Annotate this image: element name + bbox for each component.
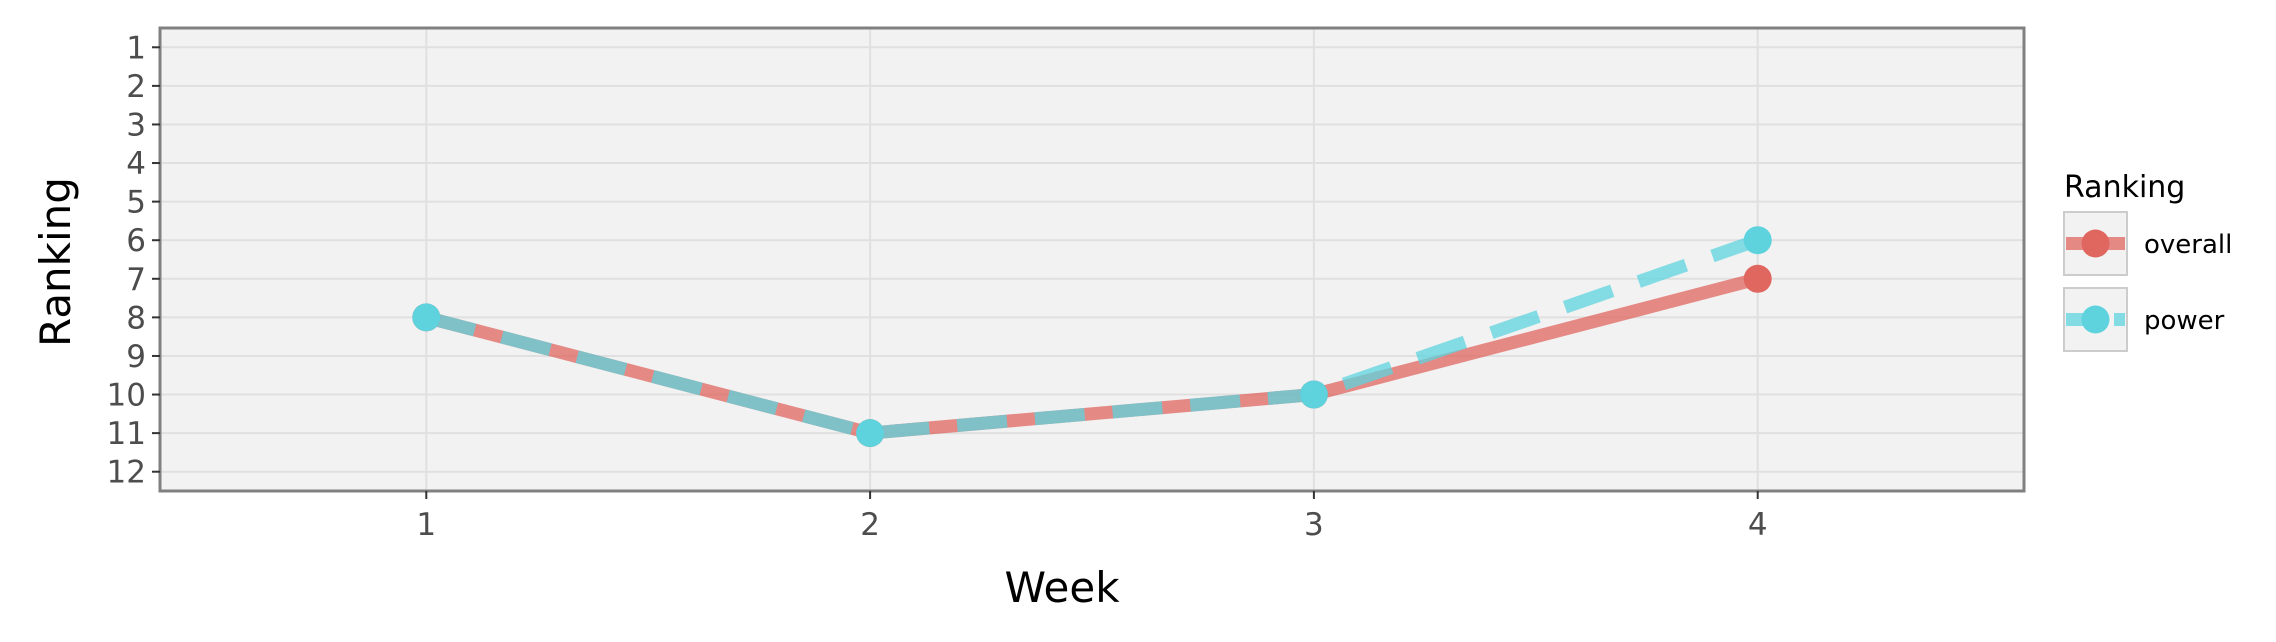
grid — [160, 28, 2024, 491]
legend-label-overall: overall — [2144, 230, 2232, 260]
y-tick-label: 10 — [107, 378, 146, 414]
x-tick-label: 3 — [1304, 507, 1324, 543]
legend-key-point — [2081, 305, 2110, 334]
data-point-power — [412, 303, 441, 332]
legend: Ranking overall power — [2063, 170, 2232, 352]
x-tick-label: 4 — [1748, 507, 1768, 543]
legend-label-power: power — [2144, 306, 2225, 336]
data-point-power — [1743, 226, 1772, 255]
x-axis: 1 2 3 4 — [416, 491, 1768, 543]
x-tick-label: 1 — [416, 507, 436, 543]
data-point-overall — [1743, 264, 1772, 293]
y-tick-label: 8 — [126, 300, 146, 336]
legend-title: Ranking — [2064, 170, 2185, 205]
data-point-power — [1299, 380, 1328, 409]
y-tick-label: 9 — [126, 339, 146, 375]
plot-panel — [160, 28, 2024, 491]
x-tick-label: 2 — [860, 507, 880, 543]
y-tick-label: 2 — [126, 69, 146, 105]
legend-key-point — [2081, 229, 2110, 258]
y-tick-label: 11 — [107, 416, 146, 452]
y-tick-label: 12 — [107, 455, 146, 491]
y-tick-label: 1 — [126, 30, 146, 66]
y-tick-label: 5 — [126, 185, 146, 221]
y-axis-title: Ranking — [31, 177, 80, 347]
series-line-overall — [424, 272, 1760, 440]
y-tick-label: 3 — [126, 107, 146, 143]
data-point-power — [856, 419, 885, 448]
series-lines — [424, 234, 1760, 440]
series-points — [412, 226, 1772, 448]
series-line-power — [424, 234, 1760, 440]
y-tick-label: 7 — [126, 262, 146, 298]
y-tick-label: 6 — [126, 223, 146, 259]
panel-border — [158, 26, 2026, 493]
legend-items: overall power — [2063, 211, 2232, 352]
x-axis-title: Week — [1004, 563, 1120, 612]
y-tick-label: 4 — [126, 146, 146, 182]
